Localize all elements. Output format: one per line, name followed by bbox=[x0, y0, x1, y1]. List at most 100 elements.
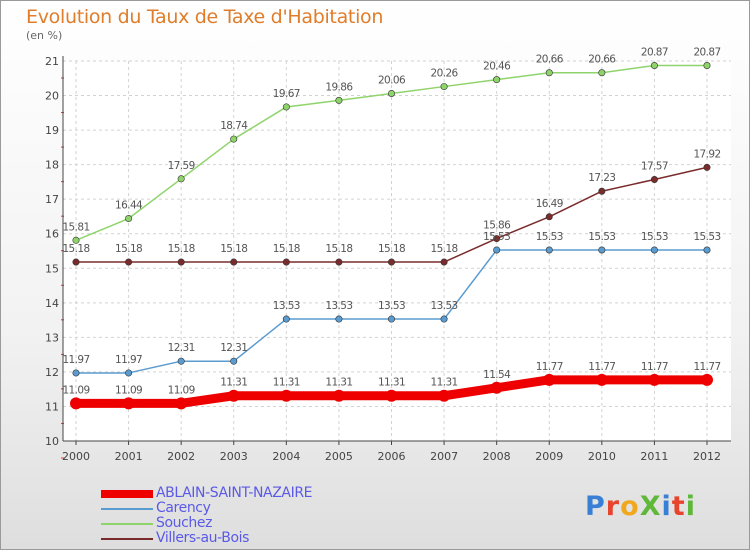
data-label-0: 11.31 bbox=[325, 377, 352, 389]
data-label-2: 17.59 bbox=[168, 160, 195, 172]
y-tick-label: 19 bbox=[45, 124, 59, 137]
data-label-0: 11.31 bbox=[431, 377, 458, 389]
data-point-0 bbox=[438, 389, 451, 402]
data-label-2: 18.74 bbox=[220, 120, 248, 132]
data-label-2: 15.81 bbox=[62, 221, 89, 233]
data-label-3: 16.49 bbox=[536, 198, 563, 210]
data-label-1: 13.53 bbox=[325, 300, 352, 312]
data-label-2: 20.26 bbox=[431, 68, 459, 80]
data-point-2 bbox=[230, 135, 238, 143]
data-label-3: 17.92 bbox=[693, 148, 720, 160]
data-label-3: 15.18 bbox=[325, 243, 352, 255]
chart-title: Evolution du Taux de Taxe d'Habitation bbox=[26, 6, 384, 28]
logo-letter: i bbox=[685, 491, 696, 522]
data-point-1 bbox=[230, 357, 238, 365]
data-label-2: 16.44 bbox=[115, 200, 143, 212]
data-label-0: 11.09 bbox=[168, 384, 195, 396]
data-point-3 bbox=[177, 258, 185, 266]
data-label-1: 11.97 bbox=[115, 354, 142, 366]
data-label-0: 11.54 bbox=[483, 369, 511, 381]
legend-label-villers: Villers-au-Bois bbox=[156, 530, 250, 546]
y-tick-label: 11 bbox=[45, 400, 59, 413]
data-point-2 bbox=[387, 89, 395, 97]
data-label-1: 15.53 bbox=[641, 231, 668, 243]
logo-letter: X bbox=[639, 491, 662, 522]
data-point-2 bbox=[335, 96, 343, 104]
legend-label-carency: Carency bbox=[156, 500, 211, 516]
data-point-0 bbox=[70, 397, 82, 410]
data-point-0 bbox=[122, 397, 135, 410]
x-tick-label: 2010 bbox=[588, 450, 616, 463]
data-label-2: 20.46 bbox=[483, 61, 511, 73]
data-point-2 bbox=[125, 215, 133, 223]
data-point-3 bbox=[493, 235, 501, 243]
data-label-3: 15.86 bbox=[483, 220, 511, 232]
data-point-0 bbox=[490, 381, 503, 394]
x-tick-label: 2003 bbox=[220, 450, 248, 463]
data-label-1: 13.53 bbox=[378, 300, 405, 312]
logo-letter: r bbox=[605, 491, 621, 522]
data-point-0 bbox=[332, 389, 345, 402]
data-point-3 bbox=[387, 258, 395, 266]
data-point-0 bbox=[280, 389, 293, 402]
logo-letter: P bbox=[585, 491, 606, 522]
data-label-1: 15.53 bbox=[693, 231, 720, 243]
data-point-0 bbox=[227, 389, 240, 402]
x-tick-label: 2007 bbox=[430, 450, 458, 463]
y-tick-label: 10 bbox=[45, 435, 59, 448]
legend-label-souchez: Souchez bbox=[156, 515, 213, 531]
data-label-0: 11.31 bbox=[220, 377, 247, 389]
y-tick-label: 12 bbox=[45, 366, 59, 379]
data-point-2 bbox=[72, 236, 80, 244]
x-tick-label: 2002 bbox=[167, 450, 195, 463]
data-point-0 bbox=[648, 373, 661, 386]
legend-swatch-carency bbox=[101, 508, 153, 510]
data-label-2: 19.67 bbox=[273, 88, 300, 100]
data-label-1: 15.53 bbox=[536, 231, 563, 243]
data-label-0: 11.09 bbox=[62, 384, 89, 396]
data-label-3: 15.18 bbox=[62, 243, 89, 255]
y-tick-label: 15 bbox=[45, 262, 59, 275]
data-point-3 bbox=[598, 187, 606, 195]
data-label-1: 15.53 bbox=[588, 231, 615, 243]
data-point-0 bbox=[595, 373, 608, 386]
data-label-0: 11.31 bbox=[378, 377, 405, 389]
data-point-3 bbox=[125, 258, 133, 266]
data-point-3 bbox=[335, 258, 343, 266]
data-label-2: 20.87 bbox=[641, 46, 668, 58]
data-point-3 bbox=[650, 175, 658, 183]
data-label-0: 11.77 bbox=[693, 361, 720, 373]
logo-letter: i bbox=[661, 491, 672, 522]
x-tick-label: 2004 bbox=[272, 450, 300, 463]
x-tick-label: 2005 bbox=[325, 450, 353, 463]
data-point-2 bbox=[703, 61, 711, 69]
data-label-0: 11.09 bbox=[115, 384, 142, 396]
data-label-1: 11.97 bbox=[62, 354, 89, 366]
data-point-3 bbox=[72, 258, 80, 266]
data-label-3: 15.18 bbox=[273, 243, 300, 255]
data-point-1 bbox=[598, 246, 606, 254]
data-label-0: 11.77 bbox=[536, 361, 563, 373]
data-point-3 bbox=[440, 258, 448, 266]
logo-letter: t bbox=[671, 491, 686, 522]
legend-label-ablain: ABLAIN-SAINT-NAZAIRE bbox=[156, 485, 313, 501]
data-point-1 bbox=[703, 246, 711, 254]
data-point-2 bbox=[440, 83, 448, 91]
data-label-2: 20.66 bbox=[536, 54, 564, 66]
data-point-2 bbox=[493, 76, 501, 84]
data-point-1 bbox=[125, 369, 133, 377]
data-label-2: 20.87 bbox=[693, 46, 720, 58]
data-point-1 bbox=[440, 315, 448, 323]
data-point-2 bbox=[282, 103, 290, 111]
x-tick-label: 2009 bbox=[535, 450, 563, 463]
data-point-2 bbox=[598, 69, 606, 77]
y-tick-label: 20 bbox=[45, 90, 59, 103]
data-point-1 bbox=[282, 315, 290, 323]
data-label-1: 15.53 bbox=[483, 231, 510, 243]
legend-swatch-villers bbox=[101, 538, 153, 540]
data-point-0 bbox=[385, 389, 398, 402]
data-label-3: 15.18 bbox=[378, 243, 405, 255]
data-point-0 bbox=[701, 373, 713, 386]
x-tick-label: 2012 bbox=[693, 450, 721, 463]
data-label-1: 13.53 bbox=[273, 300, 300, 312]
